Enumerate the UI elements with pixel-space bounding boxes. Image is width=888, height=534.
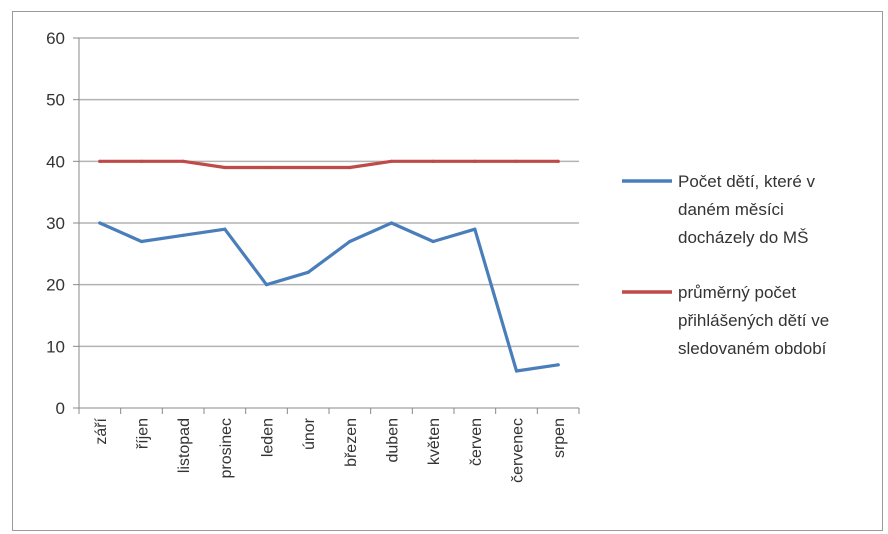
data-point xyxy=(389,221,394,225)
chart-frame xyxy=(12,11,883,531)
data-point xyxy=(348,239,352,244)
data-point xyxy=(98,159,102,163)
y-tick-label: 40 xyxy=(46,152,65,171)
x-tick-label: květen xyxy=(426,418,443,465)
y-tick-label: 50 xyxy=(46,91,65,110)
x-tick-label: listopad xyxy=(176,418,193,473)
x-tick-label: únor xyxy=(301,417,318,450)
data-point xyxy=(514,159,519,163)
y-tick-label: 10 xyxy=(46,337,65,356)
data-point xyxy=(306,270,310,274)
y-tick-label: 20 xyxy=(46,276,65,295)
data-point xyxy=(264,165,269,170)
x-tick-label: duben xyxy=(385,418,402,463)
data-point xyxy=(431,239,435,244)
legend-label-2: přihlášených dětí ve xyxy=(678,311,829,330)
series-line-1 xyxy=(98,221,560,373)
legend-label-1: Počet dětí, které v xyxy=(678,172,816,191)
series-line-2 xyxy=(98,159,560,170)
y-tick-label: 30 xyxy=(46,214,65,233)
data-point xyxy=(139,239,144,244)
legend-label-2: sledovaném období xyxy=(678,339,827,358)
legend-label-1: daném měsíci xyxy=(678,200,784,219)
data-point xyxy=(223,227,227,231)
data-point xyxy=(473,227,477,231)
data-point xyxy=(431,159,435,163)
legend-label-1: docházely do MŠ xyxy=(678,228,808,247)
y-tick-label: 0 xyxy=(56,399,65,418)
axes xyxy=(73,37,580,414)
series-lines xyxy=(98,159,560,373)
data-point xyxy=(556,363,560,367)
data-point xyxy=(223,165,227,170)
x-tick-label: březen xyxy=(343,418,360,467)
data-point xyxy=(306,165,310,170)
x-tick-label: srpen xyxy=(551,418,568,458)
x-tick-label: červen xyxy=(468,418,485,466)
data-point xyxy=(98,221,102,225)
x-tick-labels: září říjen listopad prosinec leden únor březen… xyxy=(93,417,568,483)
x-tick-label: červenec xyxy=(510,418,527,483)
data-point xyxy=(389,159,394,163)
data-point xyxy=(181,233,185,237)
data-point xyxy=(556,159,560,163)
data-point xyxy=(181,159,185,163)
x-tick-label: leden xyxy=(260,418,277,457)
x-tick-label: září xyxy=(93,417,110,444)
y-tick-label: 60 xyxy=(46,29,65,48)
data-point xyxy=(139,159,144,163)
data-point xyxy=(514,369,519,373)
data-point xyxy=(264,283,269,287)
x-tick-label: prosinec xyxy=(218,418,235,478)
data-point xyxy=(348,165,352,170)
gridlines xyxy=(79,37,579,348)
legend-label-2: průměrný počet xyxy=(678,283,796,302)
data-point xyxy=(473,159,477,163)
legend: Počet dětí, které v daném měsíci docházely… xyxy=(622,172,829,358)
y-tick-labels: 0 10 20 30 40 50 60 xyxy=(46,29,65,418)
x-tick-label: říjen xyxy=(135,418,152,449)
